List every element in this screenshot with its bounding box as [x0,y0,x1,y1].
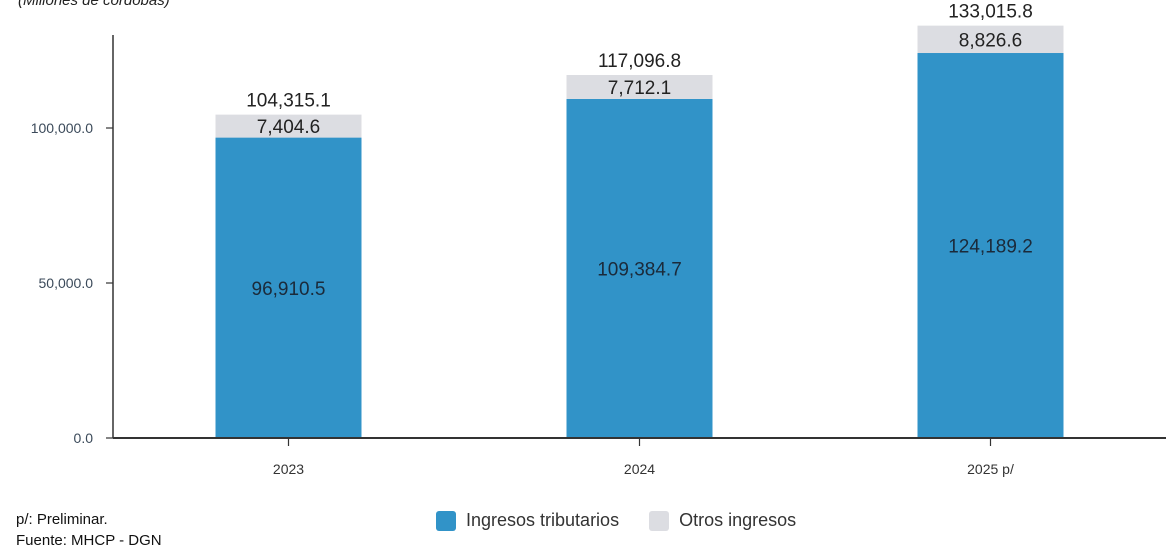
bar-tributarios [917,53,1064,438]
total-label: 133,015.8 [948,2,1033,23]
x-tick-label: 2024 [624,461,655,477]
stacked-bar-chart: 0.0 50,000.0 100,000.0 96,910.5 7,404.6 104,3… [31,2,1166,477]
data-label-otros: 8,826.6 [959,30,1022,51]
footnote-fuente: Fuente: MHCP - DGN [16,532,162,549]
bar-otros [917,25,1064,54]
data-label-tributarios: 124,189.2 [948,237,1033,258]
legend-item-otros: Otros ingresos [649,510,796,531]
y-tick-label: 0.0 [74,430,94,446]
bar-otros [566,74,713,99]
chart-legend: Ingresos tributarios Otros ingresos [436,510,816,531]
legend-swatch-otros [649,510,670,531]
data-label-tributarios: 96,910.5 [252,279,326,300]
bar-tributarios [215,137,362,438]
legend-label-otros: Otros ingresos [679,510,797,530]
total-label: 104,315.1 [246,91,331,112]
legend-item-tributarios: Ingresos tributarios [436,510,619,531]
legend-swatch-tributarios [436,510,456,531]
legend-label-tributarios: Ingresos tributarios [466,510,620,530]
data-label-otros: 7,404.6 [257,117,320,138]
footnote-preliminar: p/: Preliminar. [16,511,108,528]
y-tick-label: 50,000.0 [39,275,94,291]
y-tick-label: 100,000.0 [31,120,93,136]
data-label-tributarios: 109,384.7 [597,259,682,280]
x-tick-label: 2023 [273,461,304,477]
bar-otros [215,114,362,138]
x-tick-label: 2025 p/ [967,461,1014,477]
chart-subtitle: (Millones de córdobas) [18,0,170,9]
bar-tributarios [566,98,713,438]
data-label-otros: 7,712.1 [608,78,671,99]
total-label: 117,096.8 [598,51,681,72]
